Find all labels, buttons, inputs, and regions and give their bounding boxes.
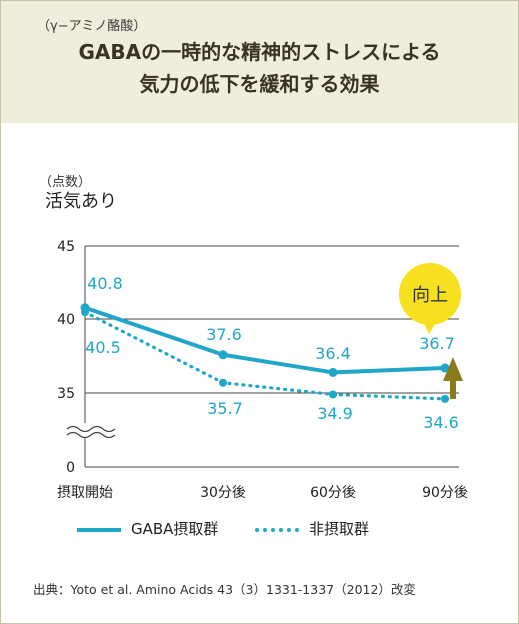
- legend-swatch-dotted: [255, 528, 299, 532]
- axis-break-wave-top: [66, 425, 116, 433]
- header-panel: （γ−アミノ酪酸） GABAの一時的な精神的ストレスによる 気力の低下を緩和する…: [1, 1, 518, 123]
- data-label-gaba: 40.8: [87, 274, 123, 293]
- axis-break-icon: [65, 423, 116, 439]
- title-line-1: GABAの一時的な精神的ストレスによる: [78, 40, 441, 64]
- x-tick-label: 摂取開始: [57, 485, 113, 501]
- title-line-2: 気力の低下を緩和する効果: [139, 72, 380, 96]
- y-tick-labels: 45 40 35 0: [57, 239, 75, 476]
- x-tick-label: 30分後: [200, 485, 246, 501]
- data-point-gaba: [80, 303, 90, 313]
- data-point-non: [441, 394, 449, 403]
- legend-label-gaba: GABA摂取群: [131, 520, 219, 538]
- up-arrow-shaft: [450, 379, 456, 399]
- y-axis-label: 活気あり: [45, 191, 117, 212]
- up-arrow-icon: [443, 357, 463, 381]
- data-label-gaba: 37.6: [206, 325, 242, 344]
- data-label-non: 34.6: [423, 413, 459, 432]
- data-label-gaba: 36.4: [315, 344, 351, 363]
- axis-break-wave-bottom: [66, 431, 116, 439]
- data-point-gaba: [328, 367, 338, 377]
- y-tick-label: 45: [57, 239, 75, 255]
- y-tick-label: 40: [57, 312, 75, 328]
- series-group: [80, 303, 450, 403]
- x-tick-labels: 摂取開始 30分後 60分後 90分後: [57, 485, 468, 501]
- series-line-non: [83, 310, 447, 401]
- badge-label: 向上: [412, 285, 448, 306]
- data-labels: 40.8 37.6 36.4 36.7 40.5 35.7 34.9 34.6: [85, 274, 459, 432]
- source-citation: 出典：Yoto et al. Amino Acids 43（3）1331-133…: [33, 582, 416, 597]
- data-label-gaba: 36.7: [419, 334, 455, 353]
- data-point-gaba: [218, 350, 228, 360]
- data-point-non: [329, 390, 337, 399]
- data-label-non: 40.5: [85, 338, 121, 357]
- y-tick-label: 0: [66, 460, 75, 476]
- chemical-subtitle: （γ−アミノ酪酸）: [37, 19, 147, 34]
- series-line-gaba: [84, 305, 446, 375]
- x-tick-label: 60分後: [310, 485, 356, 501]
- y-unit-label: （点数）: [39, 175, 92, 190]
- data-label-non: 34.9: [317, 404, 353, 423]
- gridlines: [85, 245, 459, 394]
- data-point-gaba: [440, 363, 450, 373]
- data-point-non: [219, 378, 227, 387]
- y-tick-label: 35: [57, 386, 75, 402]
- x-tick-label: 90分後: [422, 485, 468, 501]
- legend-swatch-solid: [77, 528, 121, 532]
- legend-label-non: 非摂取群: [309, 520, 370, 538]
- legend-item-gaba: GABA摂取群: [77, 518, 277, 540]
- improvement-annotation: 向上: [399, 263, 463, 399]
- legend-item-non: 非摂取群: [255, 518, 415, 540]
- badge-circle: [399, 263, 461, 325]
- data-label-non: 35.7: [207, 399, 243, 418]
